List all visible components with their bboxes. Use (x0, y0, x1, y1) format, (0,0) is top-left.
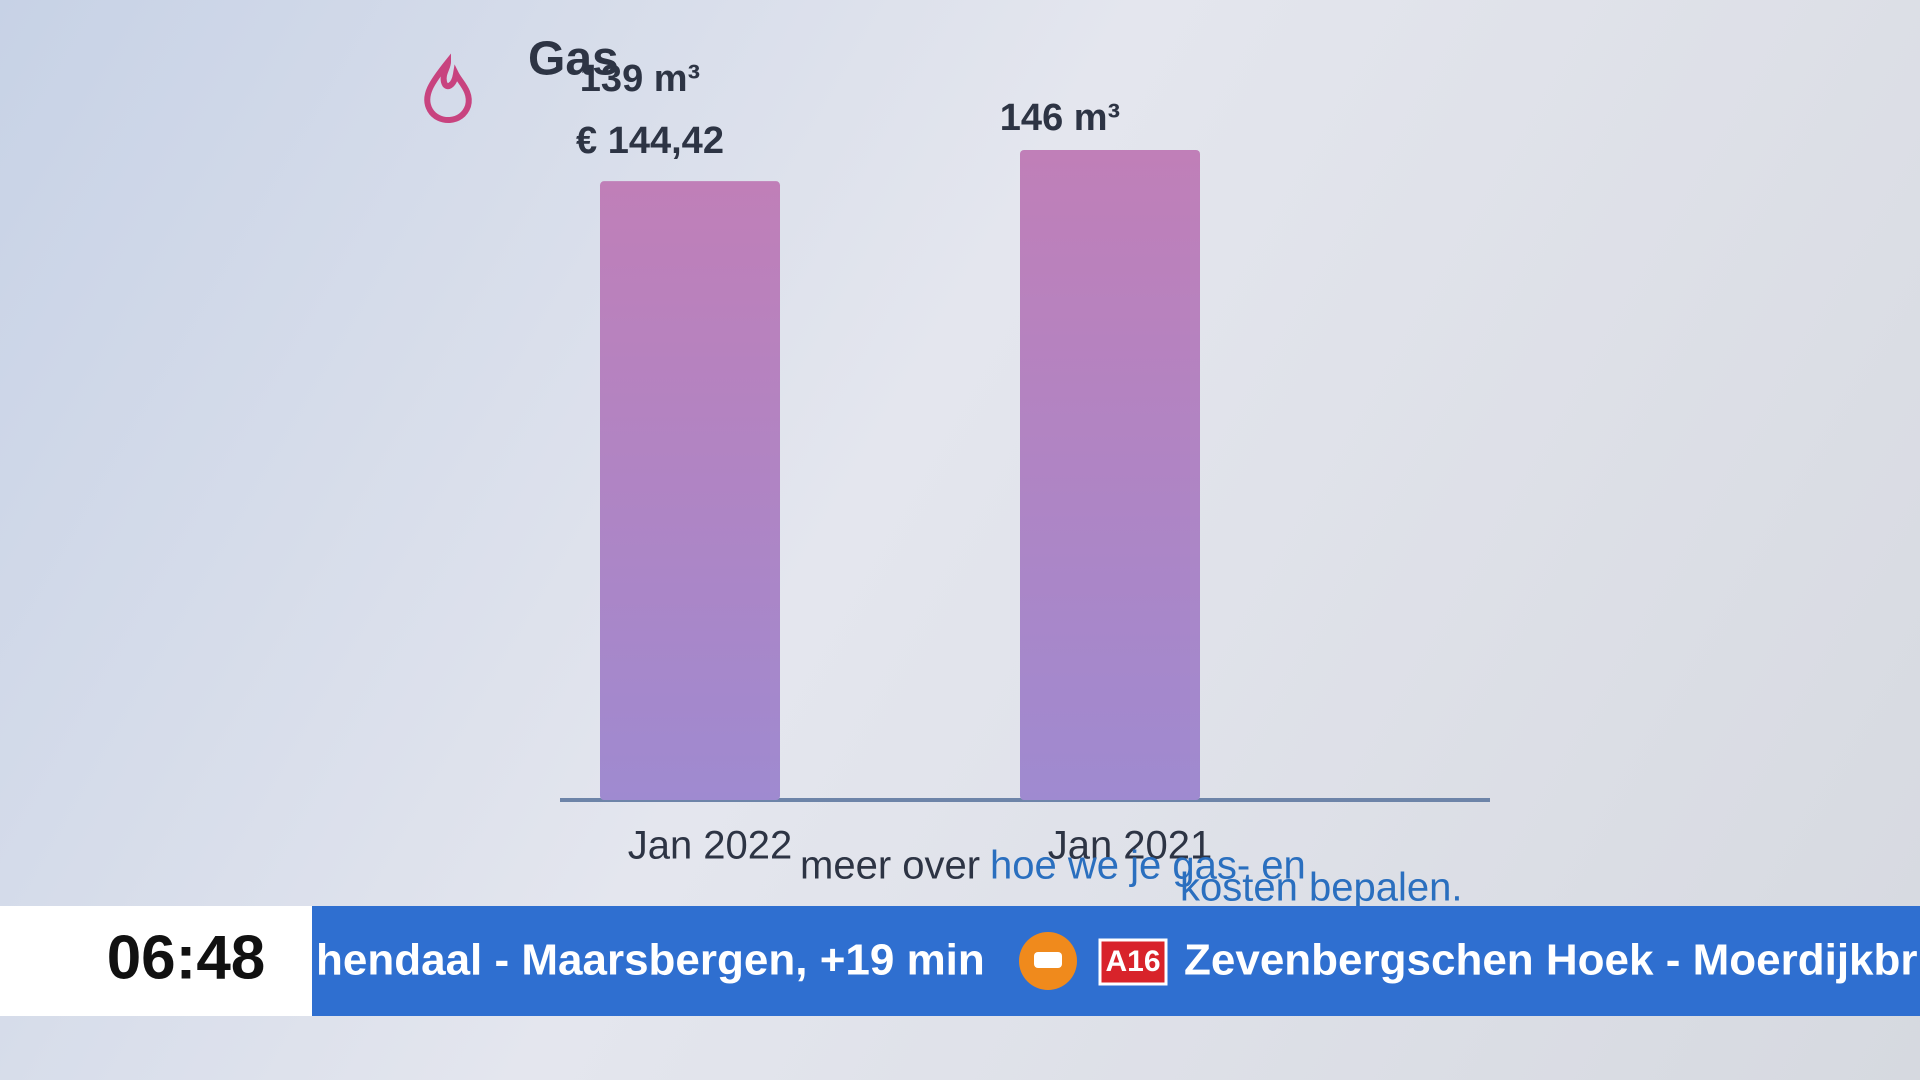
time-box (0, 906, 312, 1016)
value-label: 146 m³ (1000, 97, 1120, 139)
clock: 06:48 (107, 923, 266, 992)
footer-link: kosten bepalen. (1180, 866, 1462, 910)
footer-link: hoe we je gas- en (990, 844, 1306, 888)
ticker-item: hendaal - Maarsbergen, +19 min (316, 936, 985, 985)
ticker: 06:48 hendaal - Maarsbergen, +19 min A16… (0, 906, 1920, 1016)
x-tick-label: Jan 2021 (1048, 824, 1213, 868)
chart-title: Gas (528, 33, 619, 86)
chart: Gas Jan 2022 139 m³ € 144,42 Jan 2021 146 m³ (424, 33, 1490, 868)
car-icon (1034, 952, 1062, 968)
road-number: A16 (1105, 945, 1160, 978)
cost-label: € 144,42 (576, 120, 724, 162)
x-tick-label: Jan 2022 (628, 824, 793, 868)
bar (600, 181, 780, 801)
bar (1020, 150, 1200, 800)
footer: meer over hoe we je gas- en kosten bepal… (800, 844, 1462, 910)
ticker-item: Zevenbergschen Hoek - Moerdijkbr (1184, 936, 1918, 985)
road-sign (1098, 938, 1168, 986)
flame-icon (424, 53, 472, 123)
footer-text: meer over (800, 844, 980, 888)
value-label: 139 m³ (580, 58, 700, 100)
